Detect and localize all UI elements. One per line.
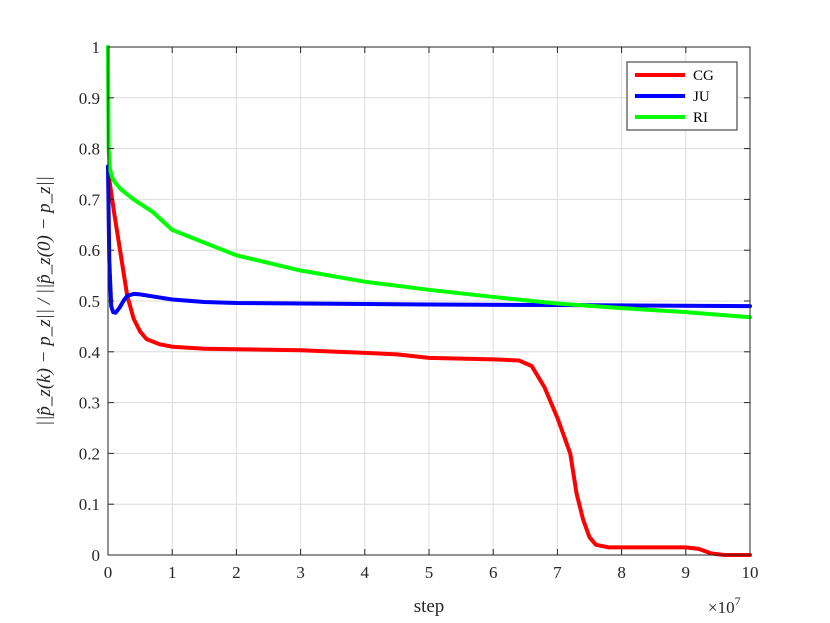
y-tick-label: 0: [92, 546, 101, 565]
y-tick-label: 0.8: [79, 140, 100, 159]
x-tick-label: 0: [104, 563, 113, 582]
y-tick-label: 0.3: [79, 394, 100, 413]
y-tick-label: 0.5: [79, 292, 100, 311]
x-tick-label: 2: [232, 563, 241, 582]
x-axis-exponent: ×107: [708, 594, 741, 617]
y-tick-label: 1: [92, 38, 101, 57]
x-tick-label: 4: [361, 563, 370, 582]
x-tick-label: 7: [553, 563, 562, 582]
x-tick-label: 1: [168, 563, 177, 582]
x-tick-label: 3: [296, 563, 305, 582]
y-tick-label: 0.7: [79, 190, 101, 209]
y-tick-label: 0.9: [79, 89, 100, 108]
y-tick-label: 0.1: [79, 495, 100, 514]
y-tick-label: 0.2: [79, 444, 100, 463]
y-tick-label: 0.6: [79, 241, 100, 260]
x-tick-label: 9: [682, 563, 691, 582]
series-line-cg: [106, 166, 752, 557]
x-axis-label: step: [414, 596, 445, 617]
y-tick-label: 0.4: [79, 343, 101, 362]
series-lines: [106, 45, 752, 557]
x-tick-label: 5: [425, 563, 434, 582]
x-axis-exponent-power: 7: [735, 594, 741, 608]
y-axis-label: ||p̂_z(k) − p_z|| / ||p̂_z(0) − p_z||: [34, 176, 55, 426]
y-axis-ticks: 0 0.1 0.2 0.3 0.4 0.5 0.6 0.7 0.8 0.9 1: [79, 38, 750, 565]
legend-label-ju: JU: [693, 89, 710, 105]
x-tick-label: 8: [617, 563, 626, 582]
legend-label-cg: CG: [693, 68, 714, 84]
legend-label-ri: RI: [693, 110, 708, 126]
legend: CG JU RI: [626, 61, 738, 131]
x-tick-label: 10: [742, 563, 759, 582]
x-tick-label: 6: [489, 563, 498, 582]
series-line-ju: [106, 164, 752, 315]
series-line-ri: [106, 45, 752, 320]
x-axis-exponent-base: ×10: [708, 598, 735, 617]
x-axis-ticks: 0 1 2 3 4 5 6 7 8 9 10: [104, 47, 759, 582]
